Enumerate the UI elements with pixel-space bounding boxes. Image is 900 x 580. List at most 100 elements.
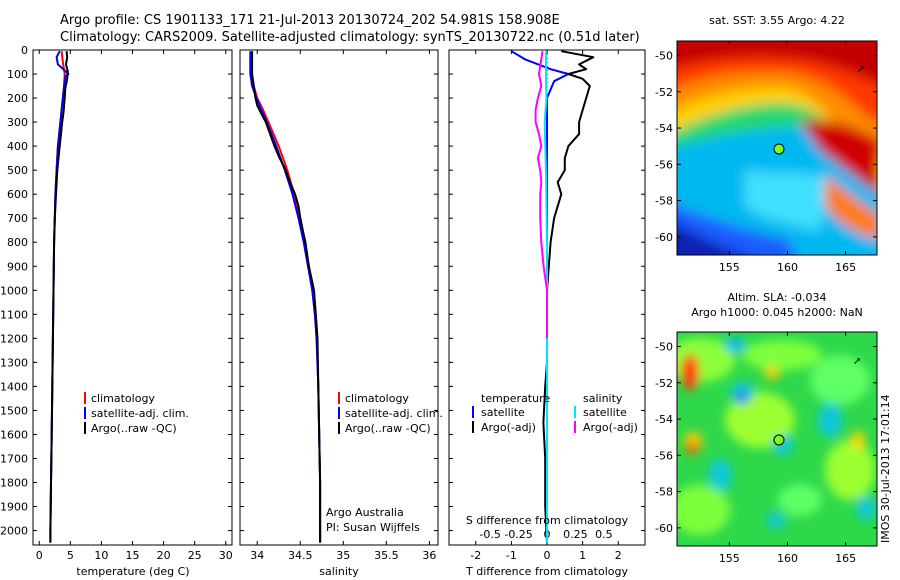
depth-tick-label: 1100 xyxy=(0,308,28,321)
depth-tick-label: 1300 xyxy=(0,356,28,369)
legend-label-t-satellite: satellite xyxy=(481,406,525,419)
legend-label-satellite: satellite-adj. clim. xyxy=(91,407,189,420)
map-lat-label: -54 xyxy=(655,413,673,426)
depth-tick-label: 1900 xyxy=(0,501,28,514)
x-tick-label: -1 xyxy=(506,549,517,562)
x-tick-label: 35 xyxy=(336,549,350,562)
series-line-t-argo-adj- xyxy=(542,50,595,543)
map-lat-label: -50 xyxy=(655,50,673,63)
legend-label-s-argo: Argo(-adj) xyxy=(583,421,638,434)
depth-tick-label: 800 xyxy=(7,236,28,249)
x-tick-label: 35.5 xyxy=(374,549,399,562)
depth-tick-label: 700 xyxy=(7,212,28,225)
legend-label-satellite: satellite-adj. clim. xyxy=(345,407,443,420)
argo-float-marker xyxy=(773,434,785,446)
map-lat-label: -54 xyxy=(655,122,673,135)
salinity-panel-frame xyxy=(239,49,439,546)
map-lat-label: -58 xyxy=(655,195,673,208)
map-lon-label: 155 xyxy=(719,261,740,274)
depth-tick-label: 300 xyxy=(7,116,28,129)
depth-tick-label: 1800 xyxy=(0,477,28,490)
x-tick-label: 10 xyxy=(94,549,108,562)
map-lon-label: 165 xyxy=(835,552,856,565)
series-line-s-argo-adj- xyxy=(534,51,548,339)
credit-line2: PI: Susan Wijffels xyxy=(326,521,420,534)
salinity-legend: climatology satellite-adj. clim. Argo(..… xyxy=(326,392,443,534)
depth-tick-label: 0 xyxy=(21,44,28,57)
difference-legend: temperature satellite Argo(-adj) salinit… xyxy=(466,392,638,527)
argo-float-marker xyxy=(773,143,785,155)
legend-label-climatology: climatology xyxy=(345,392,409,405)
map-lon-label: 155 xyxy=(719,552,740,565)
temperature-axis-title: temperature (deg C) xyxy=(76,565,189,578)
difference-axis-title: T difference from climatology xyxy=(465,565,628,578)
x-tick-label: 36 xyxy=(422,549,436,562)
depth-tick-label: 200 xyxy=(7,92,28,105)
map-lat-label: -60 xyxy=(655,231,673,244)
figure-title-line1: Argo profile: CS 1901133_171 21-Jul-2013… xyxy=(60,13,560,28)
depth-tick-label: 400 xyxy=(7,140,28,153)
depth-tick-label: 1700 xyxy=(0,452,28,465)
depth-tick-label: 2000 xyxy=(0,525,28,538)
map-lat-label: -56 xyxy=(655,449,673,462)
sst-map-frame xyxy=(676,40,878,256)
map-lat-label: -52 xyxy=(655,86,673,99)
imos-credit: IMOS 30-Jul-2013 17:01:14 xyxy=(879,394,892,543)
depth-tick-label: 1400 xyxy=(0,380,28,393)
x-tick-label: 20 xyxy=(157,549,171,562)
depth-tick-label: 1600 xyxy=(0,428,28,441)
depth-tick-label: 600 xyxy=(7,188,28,201)
map-lat-label: -52 xyxy=(655,377,673,390)
salinity-diff-axis-title: S difference from climatology xyxy=(466,514,629,527)
x-tick-label: 1 xyxy=(579,549,586,562)
salinity-panel: 34 34.5 35 35.5 36 xyxy=(249,50,436,562)
credit-line1: Argo Australia xyxy=(326,506,404,519)
map-lon-label: 165 xyxy=(835,261,856,274)
salinity-diff-tick-label: -0.25 xyxy=(504,528,532,541)
legend-label-s-satellite: satellite xyxy=(583,406,627,419)
sla-map-frame xyxy=(676,331,878,547)
series-line-t-satellite xyxy=(510,50,570,543)
x-tick-label: 0 xyxy=(36,549,43,562)
salinity-diff-tick-label: 0.25 xyxy=(563,528,588,541)
map-lat-label: -58 xyxy=(655,486,673,499)
x-tick-label: 0 xyxy=(544,549,551,562)
series-line-s-satellite xyxy=(543,51,548,543)
x-tick-label: 2 xyxy=(615,549,622,562)
sla-map-axes: 155 160 165 -50 -52 -54 -56 -58 -60 xyxy=(655,332,877,565)
x-tick-label: 34 xyxy=(250,549,264,562)
series-line-climatology xyxy=(250,51,322,543)
depth-tick-label: 900 xyxy=(7,260,28,273)
x-tick-label: 5 xyxy=(67,549,74,562)
map-lon-label: 160 xyxy=(777,552,798,565)
depth-tick-label: 500 xyxy=(7,164,28,177)
map-lat-label: -56 xyxy=(655,158,673,171)
legend-label-argo: Argo(..raw -QC) xyxy=(345,422,431,435)
salinity-diff-tick-label: 0.5 xyxy=(595,528,613,541)
temperature-panel: 0 5 10 15 20 25 30 xyxy=(36,50,233,562)
depth-tick-label: 1200 xyxy=(0,332,28,345)
depth-tick-label: 100 xyxy=(7,68,28,81)
map-lat-label: -60 xyxy=(655,522,673,535)
sla-map-title-line1: Altim. SLA: -0.034 xyxy=(727,291,826,304)
float-direction-icon: ➚ xyxy=(853,356,861,367)
x-tick-label: 30 xyxy=(219,549,233,562)
legend-title-salinity: salinity xyxy=(583,392,623,405)
figure-title-line2: Climatology: CARS2009. Satellite-adjuste… xyxy=(60,30,640,45)
series-line-argo-raw-qc- xyxy=(49,51,69,543)
sst-map-title: sat. SST: 3.55 Argo: 4.22 xyxy=(709,14,845,27)
depth-tick-label: 1500 xyxy=(0,404,28,417)
sla-map xyxy=(677,332,877,546)
float-direction-icon: ➚ xyxy=(857,64,865,75)
depth-tick-label: 1000 xyxy=(0,284,28,297)
map-lon-label: 160 xyxy=(777,261,798,274)
salinity-diff-tick-label: -0.5 xyxy=(479,528,500,541)
legend-label-climatology: climatology xyxy=(91,392,155,405)
sla-map-title-line2: Argo h1000: 0.045 h2000: NaN xyxy=(691,306,863,319)
salinity-axis-title: salinity xyxy=(319,565,359,578)
map-lat-label: -50 xyxy=(655,341,673,354)
temperature-legend: climatology satellite-adj. clim. Argo(..… xyxy=(84,392,189,435)
sst-map-axes: 155 160 165 -50 -52 -54 -56 -58 -60 xyxy=(655,41,877,274)
